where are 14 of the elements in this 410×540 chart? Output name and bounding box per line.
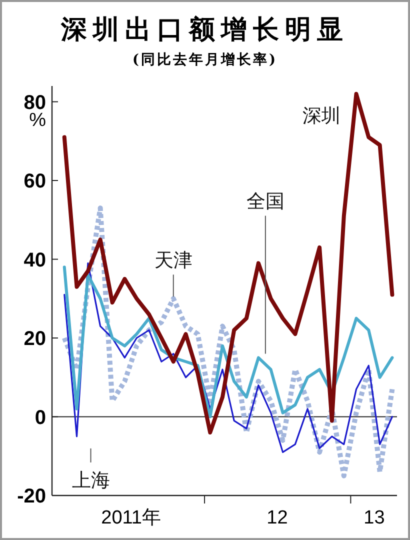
y-tick-label: 60 (24, 170, 46, 192)
series-label: 上海 (72, 469, 110, 492)
x-tick-label: 12 (266, 508, 288, 528)
series-label: 深圳 (302, 104, 340, 127)
y-tick-label: 0 (34, 406, 46, 429)
y-tick-label: 20 (24, 328, 46, 350)
y-tick-label: 40 (24, 249, 46, 272)
x-tick-label: 13 (364, 508, 385, 528)
y-tick-label: -20 (17, 486, 46, 508)
text: 全国 (246, 190, 284, 213)
x-tick-label: 2011年 (101, 508, 161, 528)
chart-subtitle: (同比去年月增长率) (132, 51, 278, 68)
chart-title: 深圳出口额增长明显 (60, 15, 349, 45)
series-label: 天津 (154, 250, 192, 272)
